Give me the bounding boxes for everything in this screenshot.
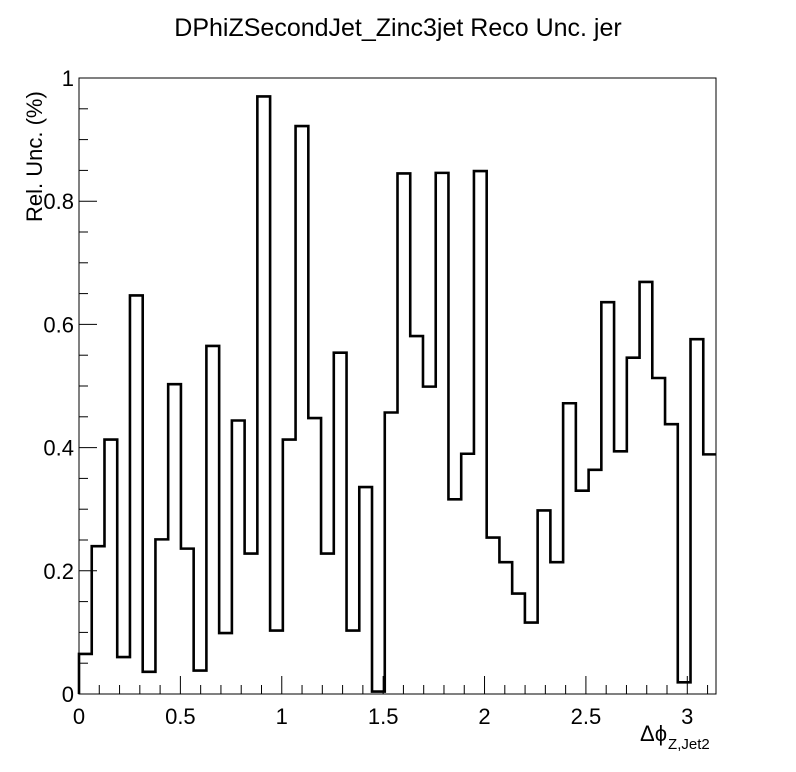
histogram-bin [691,339,704,694]
x-tick-label: 2.5 [571,704,602,729]
histogram-bin [563,403,576,694]
histogram-bin [143,672,156,694]
x-tick-label: 0 [73,704,85,729]
histogram-bin [448,499,461,694]
histogram-bin [499,562,512,694]
y-tick-label: 1 [62,66,74,91]
y-tick-label: 0.6 [43,312,74,337]
histogram-bin [283,440,296,694]
x-axis-title: ΔϕZ,Jet2 [640,721,710,753]
histogram-bin [665,424,678,694]
histogram-bin [576,491,589,694]
histogram-bin [640,282,653,694]
histogram-bin [117,657,130,694]
y-tick-label: 0 [62,682,74,707]
histogram-bin [436,173,449,694]
axis-ticks [78,77,709,695]
chart-title: DPhiZSecondJet_Zinc3jet Reco Unc. jer [174,14,621,42]
histogram-bin [385,412,398,694]
histogram-bin [181,549,194,694]
histogram-bin [206,346,219,694]
histogram-bin [461,454,474,694]
x-tick-label: 0.5 [165,704,196,729]
histogram-bin [334,353,347,694]
histogram-bin [232,420,245,694]
histogram-bin [703,454,716,694]
y-tick-labels: 0 0.2 0.4 0.6 0.8 1 [43,66,74,707]
y-tick-label: 0.2 [43,559,74,584]
histogram-bin [423,387,436,694]
histogram-bin [538,510,551,694]
histogram-bin [474,171,487,694]
histogram-bin [104,440,117,694]
x-tick-label: 1.5 [368,704,399,729]
histogram-bin [130,295,143,694]
histogram-bin [678,682,691,694]
histogram-bin [512,594,525,694]
histogram-bin [321,554,334,694]
x-axis-title-main: Δϕ [640,721,667,746]
histogram-outline [77,95,716,694]
histogram-bin [652,378,665,694]
histogram-bin [627,358,640,694]
histogram-bin [525,623,538,694]
x-tick-label: 1 [276,704,288,729]
histogram-bin [550,562,563,694]
histogram-bin [194,671,207,694]
y-axis-title: Rel. Unc. (%) [22,91,47,222]
histogram-bin [155,539,168,694]
histogram-bin [308,418,321,694]
histogram-bin [257,96,270,694]
x-tick-labels: 0 0.5 1 1.5 2 2.5 3 [73,704,694,729]
histogram-bin [359,487,372,694]
histogram-bin [614,451,627,694]
x-axis-title-sub: Z,Jet2 [668,736,710,753]
x-tick-label: 3 [681,704,693,729]
x-tick-label: 2 [478,704,490,729]
histogram-bin [219,633,232,694]
histogram-bin [270,631,283,694]
histogram-bin [347,631,360,694]
histogram-bin [398,173,411,694]
histogram-bin [168,384,181,694]
y-tick-label: 0.4 [43,436,74,461]
histogram-bin [79,654,92,694]
histogram-bin [92,546,105,694]
histogram-bin [245,554,258,694]
y-tick-label: 0.8 [43,189,74,214]
histogram-bin [487,538,500,694]
histogram-bin [296,126,309,694]
histogram-bin [589,470,602,694]
histogram-bins [77,95,716,694]
histogram-bin [372,692,385,694]
histogram-bin [410,336,423,694]
histogram-bin [601,302,614,694]
